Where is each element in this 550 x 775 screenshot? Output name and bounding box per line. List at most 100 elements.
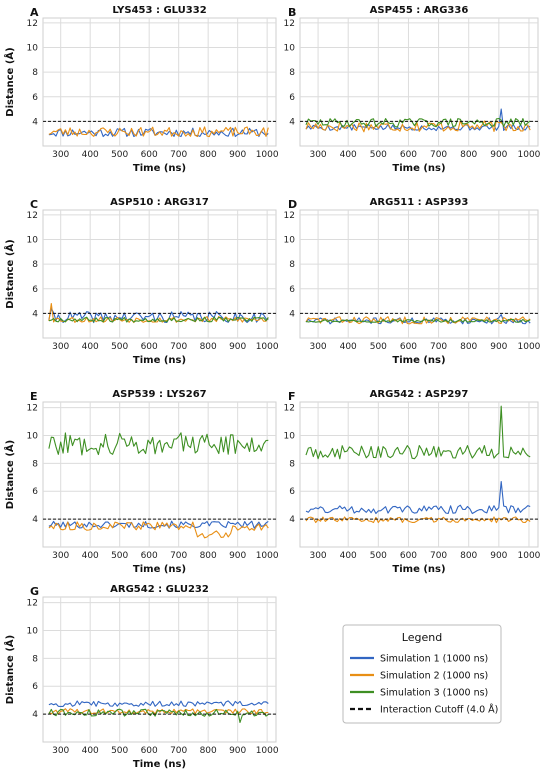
x-tick-label: 600 [141, 342, 158, 352]
y-tick-label: 4 [32, 117, 38, 127]
series-line-sim3 [305, 318, 531, 323]
panel-title: ARG511 : ASP393 [370, 197, 469, 208]
x-tick-label: 700 [170, 746, 187, 756]
y-tick-label: 6 [32, 285, 38, 295]
legend-item-label: Interaction Cutoff (4.0 Å) [380, 704, 498, 716]
x-tick-label: 500 [370, 150, 387, 160]
x-tick-label: 800 [200, 342, 217, 352]
y-tick-label: 4 [32, 515, 38, 525]
y-tick-label: 10 [284, 431, 296, 441]
y-tick-label: 4 [32, 309, 38, 319]
x-tick-label: 500 [370, 551, 387, 561]
x-tick-label: 500 [370, 342, 387, 352]
series-line-sim1 [305, 480, 531, 515]
y-tick-label: 8 [32, 654, 38, 664]
x-tick-label: 400 [82, 551, 99, 561]
panel-title: ARG542 : GLU232 [110, 584, 209, 595]
x-tick-label: 400 [82, 150, 99, 160]
x-tick-label: 300 [52, 551, 69, 561]
x-axis-label: Time (ns) [392, 163, 445, 174]
x-tick-label: 400 [340, 342, 357, 352]
y-tick-label: 4 [289, 515, 295, 525]
x-tick-label: 800 [200, 746, 217, 756]
x-tick-label: 700 [430, 342, 447, 352]
x-tick-label: 900 [490, 551, 507, 561]
x-tick-label: 300 [309, 342, 326, 352]
y-axis-label: Distance (Å) [3, 440, 16, 509]
y-tick-label: 6 [289, 93, 295, 103]
x-tick-label: 500 [111, 746, 128, 756]
x-tick-label: 300 [52, 746, 69, 756]
series-line-sim2 [48, 521, 269, 539]
x-tick-label: 300 [309, 551, 326, 561]
x-tick-label: 900 [490, 150, 507, 160]
series-line-sim2 [48, 126, 269, 138]
x-tick-label: 300 [52, 342, 69, 352]
legend-item-label: Simulation 2 (1000 ns) [380, 671, 488, 682]
series-line-sim2 [305, 120, 531, 133]
x-tick-label: 700 [170, 150, 187, 160]
y-tick-label: 12 [284, 211, 295, 221]
x-tick-label: 800 [460, 150, 477, 160]
y-tick-label: 4 [289, 117, 295, 127]
y-tick-label: 6 [289, 285, 295, 295]
x-axis-label: Time (ns) [392, 355, 445, 366]
series-line-sim3 [305, 405, 531, 460]
panel-a: 300 400 500 600 700 800 900 1000 4 6 8 10 12 LYS453 :… [3, 5, 279, 174]
y-axis-label: Distance (Å) [3, 47, 16, 116]
y-tick-label: 8 [32, 260, 38, 270]
y-axis-label: Distance (Å) [3, 239, 16, 308]
panel-d: 300 400 500 600 700 800 900 1000 4 6 8 10 12 ARG511 :… [284, 197, 541, 366]
x-tick-label: 1000 [256, 551, 279, 561]
y-tick-label: 10 [27, 236, 39, 246]
y-tick-label: 12 [27, 599, 38, 609]
panel-letter: F [288, 390, 296, 403]
y-tick-label: 10 [284, 44, 296, 54]
y-tick-label: 6 [32, 487, 38, 497]
x-tick-label: 900 [490, 342, 507, 352]
y-tick-label: 12 [284, 19, 295, 29]
legend-box [342, 624, 502, 724]
y-tick-label: 8 [289, 459, 295, 469]
y-tick-label: 6 [32, 93, 38, 103]
x-axis-label: Time (ns) [133, 355, 186, 366]
series-line-sim3 [48, 316, 269, 323]
series-line-sim3 [48, 432, 269, 456]
y-tick-label: 10 [27, 44, 39, 54]
panel-letter: A [30, 6, 39, 19]
y-tick-label: 6 [32, 682, 38, 692]
panel-c: 300 400 500 600 700 800 900 1000 4 6 8 10 12 ASP510 :… [3, 197, 279, 366]
x-tick-label: 300 [309, 150, 326, 160]
x-tick-label: 900 [229, 551, 246, 561]
x-tick-label: 600 [141, 551, 158, 561]
panel-title: ASP455 : ARG336 [370, 5, 469, 16]
legend: Legend Simulation 1 (1000 ns) Simulation 2… [342, 624, 502, 724]
x-tick-label: 500 [111, 150, 128, 160]
panel-title: ASP539 : LYS267 [112, 389, 206, 400]
y-tick-label: 12 [284, 404, 295, 414]
x-tick-label: 400 [82, 342, 99, 352]
y-tick-label: 10 [27, 626, 39, 636]
x-axis-label: Time (ns) [392, 564, 445, 575]
y-tick-label: 8 [32, 459, 38, 469]
x-tick-label: 1000 [256, 746, 279, 756]
panel-letter: E [30, 390, 38, 403]
x-tick-label: 700 [170, 342, 187, 352]
panel-g: 300 400 500 600 700 800 900 1000 4 6 8 10 12 ARG542 :… [3, 584, 279, 770]
panel-letter: D [288, 198, 297, 211]
x-tick-label: 600 [141, 746, 158, 756]
x-tick-label: 500 [111, 342, 128, 352]
y-tick-label: 8 [32, 68, 38, 78]
x-tick-label: 700 [430, 551, 447, 561]
y-axis-label: Distance (Å) [3, 635, 16, 704]
panel-b: 300 400 500 600 700 800 900 1000 4 6 8 10 12 ASP455 :… [284, 5, 541, 174]
panel-letter: G [30, 585, 39, 598]
x-tick-label: 800 [200, 150, 217, 160]
y-tick-label: 12 [27, 19, 38, 29]
y-tick-label: 10 [284, 236, 296, 246]
x-tick-label: 400 [82, 746, 99, 756]
x-tick-label: 800 [200, 551, 217, 561]
x-tick-label: 1000 [518, 551, 541, 561]
panel-letter: C [30, 198, 38, 211]
